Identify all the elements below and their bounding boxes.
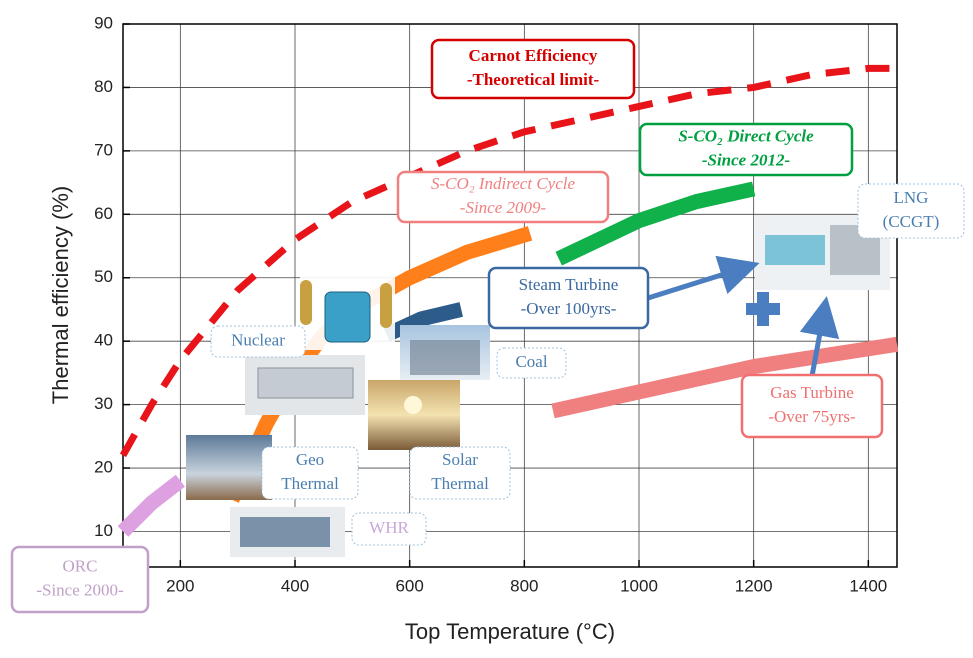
photo — [765, 235, 825, 265]
annotation-text: -Over 100yrs- — [521, 299, 617, 318]
annotation-box — [210, 325, 306, 358]
x-tick-label: 1200 — [735, 576, 773, 595]
annotation-text: S-CO₂ Indirect Cycle — [431, 174, 576, 193]
y-tick-label: 30 — [94, 394, 113, 413]
annotation-text: -Over 75yrs- — [768, 407, 856, 426]
annotation-text: LNG — [894, 188, 929, 207]
series-line — [117, 474, 185, 537]
photo — [368, 380, 460, 450]
y-tick-label: 80 — [94, 77, 113, 96]
plus-sign — [757, 292, 769, 326]
series-line — [551, 336, 899, 419]
annotation-text: -Since 2000- — [36, 580, 124, 599]
photo — [300, 280, 312, 325]
annotation-text: Coal — [515, 352, 547, 371]
arrow — [647, 255, 760, 301]
y-tick-label: 70 — [94, 140, 113, 159]
annotation-text: WHR — [369, 518, 409, 537]
annotation-text: Solar — [442, 450, 478, 469]
photo — [240, 517, 330, 547]
annotation-text: Gas Turbine — [770, 383, 854, 402]
annotation-box — [409, 446, 511, 500]
photo — [186, 435, 272, 500]
photo — [324, 291, 371, 343]
annotation-text: Thermal — [431, 474, 489, 493]
annotation-box — [857, 183, 965, 239]
annotation-text: -Theoretical limit- — [467, 70, 600, 89]
photo — [404, 396, 422, 414]
annotation-text: Steam Turbine — [519, 275, 619, 294]
annotation-text: S-CO₂ Direct Cycle — [678, 126, 814, 145]
annotation-box — [740, 373, 884, 439]
annotation-text: ORC — [63, 556, 98, 575]
annotation-box — [261, 446, 359, 500]
series-line — [119, 64, 897, 458]
x-axis-title: Top Temperature (°C) — [405, 619, 615, 644]
annotation-box — [638, 122, 854, 177]
annotation-text: Thermal — [281, 474, 339, 493]
y-axis-title: Thermal efficiency (%) — [48, 186, 73, 404]
photo — [410, 340, 480, 375]
x-tick-label: 1400 — [849, 576, 887, 595]
annotation-box — [496, 347, 567, 379]
x-tick-label: 1000 — [620, 576, 658, 595]
y-tick-label: 50 — [94, 267, 113, 286]
photo — [257, 367, 354, 399]
annotation-text: Carnot Efficiency — [469, 46, 598, 65]
annotation-text: -Since 2009- — [460, 198, 547, 217]
y-tick-label: 20 — [94, 458, 113, 477]
annotations: Carnot Efficiency -Theoretical limit- S-CO… — [10, 38, 965, 614]
annotation-text: Geo — [296, 450, 324, 469]
y-tick-label: 40 — [94, 331, 113, 350]
annotation-box — [396, 170, 610, 224]
photo — [380, 283, 392, 328]
annotation-box — [10, 545, 150, 614]
arrow — [799, 296, 840, 377]
y-tick-label: 10 — [94, 521, 113, 540]
plot-frame — [122, 23, 898, 568]
annotation-text: -Since 2012- — [702, 150, 791, 169]
annotation-box — [351, 512, 427, 546]
series-line — [555, 181, 756, 266]
x-tick-label: 400 — [281, 576, 309, 595]
x-tick-label: 800 — [510, 576, 538, 595]
annotation-box — [487, 266, 650, 330]
y-tick-label: 90 — [94, 13, 113, 32]
photos — [186, 215, 890, 557]
x-tick-label: 200 — [166, 576, 194, 595]
series-line — [383, 302, 463, 342]
annotation-box — [430, 38, 636, 100]
annotation-text: Nuclear — [231, 330, 285, 349]
x-tick-label: 600 — [395, 576, 423, 595]
annotation-text: (CCGT) — [883, 212, 940, 231]
y-tick-label: 60 — [94, 204, 113, 223]
